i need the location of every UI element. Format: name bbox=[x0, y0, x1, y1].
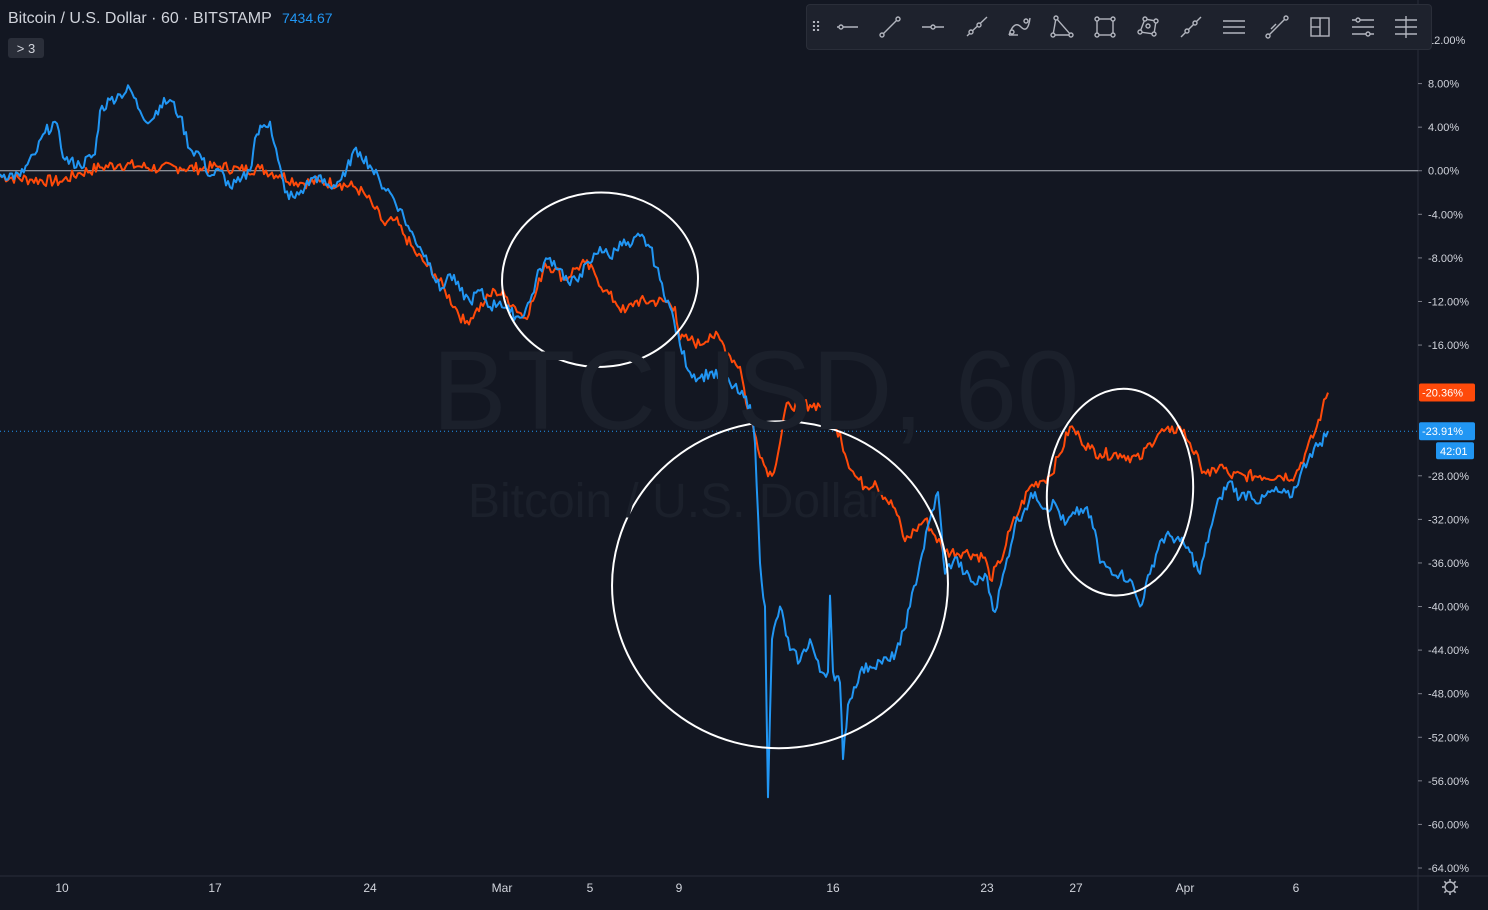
y-tick-label: -44.00% bbox=[1428, 645, 1469, 657]
gear-tooth bbox=[1452, 880, 1457, 885]
x-tick-label: Apr bbox=[1176, 881, 1195, 895]
y-tick-label: -36.00% bbox=[1428, 558, 1469, 570]
legend-separator: · bbox=[183, 10, 193, 27]
indicators-toggle-button[interactable]: > 3 bbox=[8, 38, 44, 58]
extended-line-icon[interactable] bbox=[1169, 5, 1212, 49]
last-value-orange: -20.36% bbox=[1422, 388, 1463, 400]
fib-retracement-icon[interactable] bbox=[1341, 5, 1384, 49]
y-tick-label: -28.00% bbox=[1428, 471, 1469, 483]
y-tick-label: -12.00% bbox=[1428, 296, 1469, 308]
x-tick-label: 6 bbox=[1293, 881, 1300, 895]
y-tick-label: -40.00% bbox=[1428, 602, 1469, 614]
y-tick-label: -56.00% bbox=[1428, 776, 1469, 788]
polygon-icon[interactable] bbox=[1126, 5, 1169, 49]
gear-tooth bbox=[1452, 889, 1457, 894]
y-tick-label: -32.00% bbox=[1428, 514, 1469, 526]
legend-interval: 60 bbox=[160, 10, 179, 27]
rectangle-icon[interactable] bbox=[1083, 5, 1126, 49]
series-line-blue bbox=[0, 84, 1329, 799]
trend-line-icon[interactable] bbox=[868, 5, 911, 49]
horizontal-ray-icon[interactable] bbox=[825, 5, 868, 49]
horizontal-line-icon[interactable] bbox=[911, 5, 954, 49]
x-tick-label: 24 bbox=[363, 881, 377, 895]
legend-symbol: Bitcoin / U.S. Dollar bbox=[8, 10, 147, 27]
y-tick-label: -4.00% bbox=[1428, 209, 1463, 221]
settings-gear-icon[interactable] bbox=[1442, 879, 1458, 895]
y-tick-label: -16.00% bbox=[1428, 340, 1469, 352]
y-tick-label: 8.00% bbox=[1428, 79, 1459, 91]
gear-ring bbox=[1444, 881, 1456, 893]
x-tick-label: 5 bbox=[587, 881, 594, 895]
y-tick-label: -60.00% bbox=[1428, 819, 1469, 831]
countdown-label: 42:01 bbox=[1440, 446, 1468, 458]
gear-tooth bbox=[1443, 880, 1448, 885]
parallel-lines-icon[interactable] bbox=[1212, 5, 1255, 49]
annotation-circle bbox=[501, 191, 699, 368]
chart-legend: Bitcoin / U.S. Dollar · 60 · BITSTAMP 74… bbox=[8, 10, 333, 28]
annotation-circle bbox=[611, 420, 949, 750]
x-tick-label: 27 bbox=[1069, 881, 1083, 895]
ray-icon[interactable] bbox=[954, 5, 997, 49]
y-tick-label: 0.00% bbox=[1428, 166, 1459, 178]
x-tick-label: Mar bbox=[492, 881, 513, 895]
x-tick-label: 17 bbox=[208, 881, 222, 895]
curve-icon[interactable] bbox=[997, 5, 1040, 49]
legend-separator: · bbox=[151, 10, 161, 27]
fib-extension-icon[interactable] bbox=[1384, 5, 1427, 49]
drag-handle-icon[interactable]: ⠿ bbox=[810, 18, 822, 35]
countdown-bg bbox=[1436, 442, 1474, 460]
x-tick-label: 23 bbox=[980, 881, 994, 895]
y-tick-label: -52.00% bbox=[1428, 732, 1469, 744]
last-value-blue: -23.91% bbox=[1422, 426, 1463, 438]
gear-tooth bbox=[1443, 889, 1448, 894]
last-value-blue-bg bbox=[1419, 422, 1475, 441]
frame-icon[interactable] bbox=[1298, 5, 1341, 49]
last-value-orange-bg bbox=[1419, 383, 1475, 402]
y-tick-label: 4.00% bbox=[1428, 122, 1459, 134]
y-tick-label: 12.00% bbox=[1428, 35, 1466, 47]
fib-line-icon[interactable] bbox=[1255, 5, 1298, 49]
series-line-orange bbox=[0, 159, 1329, 582]
x-tick-label: 9 bbox=[676, 881, 683, 895]
y-tick-label: -48.00% bbox=[1428, 689, 1469, 701]
triangle-icon[interactable] bbox=[1040, 5, 1083, 49]
legend-price: 7434.67 bbox=[281, 10, 333, 26]
legend-exchange: BITSTAMP bbox=[192, 10, 272, 27]
annotation-circle bbox=[1045, 387, 1195, 597]
y-tick-label: -64.00% bbox=[1428, 863, 1469, 875]
y-tick-label: -8.00% bbox=[1428, 253, 1463, 265]
drawing-toolbar: ⠿ bbox=[806, 4, 1432, 50]
x-tick-label: 16 bbox=[826, 881, 840, 895]
x-tick-label: 10 bbox=[55, 881, 69, 895]
